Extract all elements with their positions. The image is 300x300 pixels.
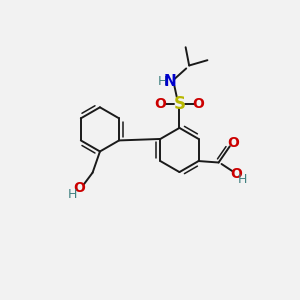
Text: S: S <box>173 95 185 113</box>
Text: N: N <box>164 74 177 89</box>
Text: O: O <box>155 97 167 111</box>
Text: H: H <box>67 188 77 201</box>
Text: H: H <box>238 172 247 185</box>
Text: O: O <box>227 136 239 150</box>
Text: O: O <box>230 167 242 181</box>
Text: O: O <box>74 181 85 195</box>
Text: H: H <box>158 75 167 88</box>
Text: O: O <box>192 97 204 111</box>
